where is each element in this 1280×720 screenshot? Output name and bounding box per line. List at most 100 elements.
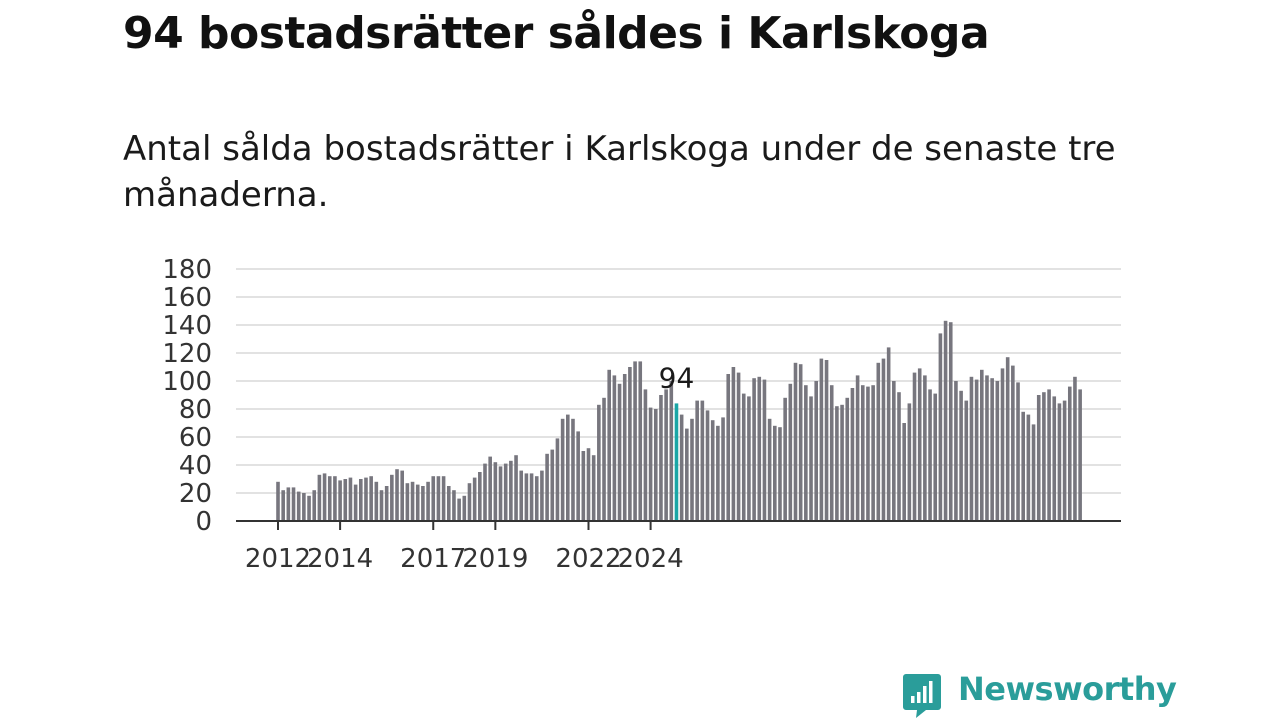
bar: [902, 423, 906, 521]
bar: [1047, 389, 1051, 521]
bar: [829, 385, 834, 521]
bar: [1073, 376, 1077, 521]
bar: [622, 374, 627, 521]
bar: [679, 414, 684, 521]
bar: [860, 385, 865, 521]
bar: [291, 487, 296, 521]
bar: [736, 372, 741, 521]
bar: [524, 473, 529, 521]
bar: [493, 462, 498, 521]
bar: [405, 483, 410, 521]
bar: [581, 451, 586, 521]
bar: [653, 409, 658, 521]
bar: [519, 470, 524, 521]
bar: [1062, 400, 1067, 521]
bar: [985, 375, 989, 521]
bar: [664, 389, 668, 521]
bar: [555, 438, 560, 521]
bar: [928, 389, 932, 521]
bar: [462, 495, 467, 521]
bar: [633, 361, 637, 521]
bar: [845, 397, 850, 521]
bar: [612, 375, 617, 521]
bar: [276, 481, 280, 521]
page-title: 94 bostadsrätter såldes i Karlskoga: [123, 8, 990, 59]
bar: [959, 390, 963, 521]
bar: [773, 425, 777, 521]
bar: [1011, 365, 1015, 521]
y-tick-label: 0: [195, 507, 212, 537]
bar: [964, 400, 969, 521]
bar: [343, 479, 348, 521]
bar: [700, 400, 705, 521]
bar: [804, 385, 808, 521]
bar: [638, 361, 643, 521]
bar: [705, 410, 710, 521]
bar: [333, 476, 337, 521]
bar: [498, 466, 503, 521]
bar-highlight: [674, 403, 679, 521]
bar: [1021, 411, 1025, 521]
bar: [607, 369, 611, 521]
bar: [897, 392, 901, 521]
bar: [824, 360, 829, 521]
bar: [327, 476, 332, 521]
bar: [1042, 392, 1046, 521]
bar: [747, 396, 751, 521]
newsworthy-logo: Newsworthy: [902, 670, 1177, 720]
bar: [659, 395, 663, 521]
bar: [1016, 382, 1020, 521]
bar: [948, 322, 953, 521]
bar: [302, 493, 306, 521]
bar: [353, 484, 358, 521]
bar: [364, 477, 368, 521]
x-tick-label: 2014: [307, 544, 373, 574]
y-tick-label: 160: [162, 283, 212, 313]
bar: [871, 385, 875, 521]
bar: [690, 418, 694, 521]
bar: [716, 425, 720, 521]
bar: [483, 463, 487, 521]
bar: [529, 473, 534, 521]
bar: [446, 486, 451, 521]
bar: [421, 486, 425, 521]
x-tick-label: 2022: [555, 544, 621, 574]
bar: [410, 481, 415, 521]
bar: [426, 481, 430, 521]
bar: [415, 484, 420, 521]
bar: [488, 456, 492, 521]
bar: [503, 463, 508, 521]
bar: [886, 347, 891, 521]
bar: [478, 472, 482, 521]
bar: [793, 362, 798, 521]
bar: [710, 420, 715, 521]
bar: [390, 474, 394, 521]
bar: [545, 453, 549, 521]
bar: [400, 470, 404, 521]
brand-name: Newsworthy: [958, 670, 1177, 708]
bar: [441, 476, 446, 521]
bar: [395, 469, 399, 521]
bar: [1000, 368, 1005, 521]
bar: [809, 396, 813, 521]
bar: [990, 378, 994, 521]
y-tick-label: 80: [179, 395, 212, 425]
bar: [359, 479, 363, 521]
bar: [855, 375, 860, 521]
bar: [296, 491, 301, 521]
bar: [1057, 403, 1062, 521]
y-tick-label: 180: [162, 255, 212, 285]
bar: [669, 381, 674, 521]
bar: [731, 367, 736, 521]
bar: [933, 393, 938, 521]
bar: [783, 397, 787, 521]
bar: [1031, 424, 1036, 521]
bar: [643, 389, 648, 521]
bar: [881, 358, 886, 521]
bar: [648, 407, 653, 521]
bar: [866, 386, 870, 521]
bar: [457, 498, 461, 521]
bar: [788, 383, 793, 521]
chart-axes: [236, 520, 1121, 530]
bar: [943, 320, 948, 521]
